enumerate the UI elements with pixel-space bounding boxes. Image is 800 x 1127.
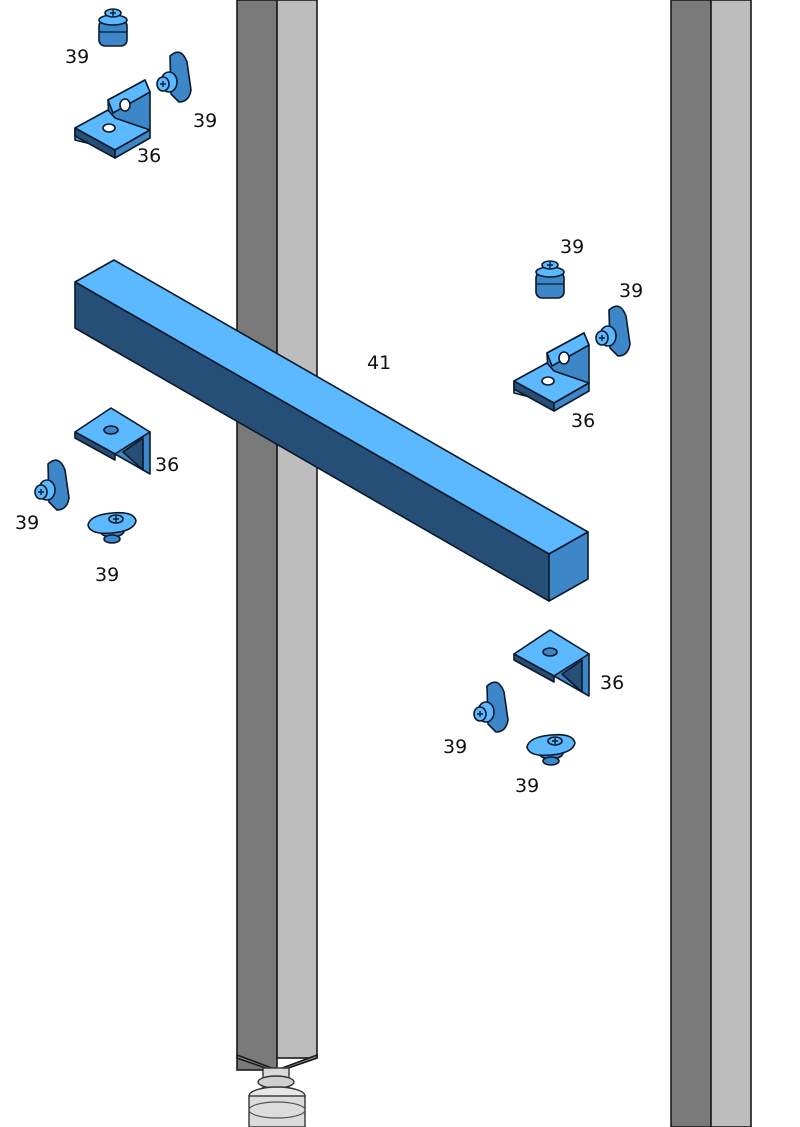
callout-39-left-middle-flat: 39: [95, 564, 119, 586]
callout-36-right-lower: 36: [600, 672, 624, 694]
post-left-light-face: [276, 0, 318, 1059]
bracket-36-top-left: [74, 79, 151, 159]
fastener-39-right-lower-flat: [526, 733, 576, 766]
beam-41: [74, 259, 589, 602]
callout-39-right-side: 39: [619, 280, 643, 302]
callout-39-right-lower-flat: 39: [515, 775, 539, 797]
fastener-39-right-lower-side: [473, 681, 509, 733]
bracket-36-left-middle: [74, 407, 151, 475]
callout-39-right-lower-side: 39: [443, 736, 467, 758]
leveling-foot: [248, 1067, 306, 1127]
leveling-foot-pad: [248, 1095, 306, 1127]
callout-41-beam: 41: [367, 352, 391, 374]
fastener-39-top-left-upright: [98, 8, 128, 47]
callout-36-top-left: 36: [137, 145, 161, 167]
bracket-36-right-upper: [513, 332, 590, 412]
post-right-light-face: [710, 0, 752, 1127]
fastener-39-left-middle-side: [34, 459, 70, 511]
callout-39-right-upright: 39: [560, 236, 584, 258]
fastener-39-right-side: [595, 305, 631, 357]
post-left: [236, 0, 318, 1073]
beam-end-face: [548, 531, 589, 602]
fastener-39-top-left-side: [156, 51, 192, 103]
leveling-foot-pad-ring: [248, 1101, 306, 1119]
fastener-39-left-middle-flat: [87, 511, 137, 544]
fastener-39-right-upright: [535, 260, 565, 299]
leveling-foot-nut: [257, 1075, 295, 1089]
callout-39-top-left-upright: 39: [65, 46, 89, 68]
beam-top-face: [74, 259, 589, 555]
post-left-dark-face: [236, 0, 278, 1071]
post-right-dark-face: [670, 0, 712, 1127]
callout-39-left-middle-side: 39: [15, 512, 39, 534]
post-right: [670, 0, 752, 1127]
callout-39-top-left-side: 39: [193, 110, 217, 132]
bracket-36-right-lower: [513, 629, 590, 697]
callout-36-right-upper: 36: [571, 410, 595, 432]
callout-36-left-middle: 36: [155, 454, 179, 476]
